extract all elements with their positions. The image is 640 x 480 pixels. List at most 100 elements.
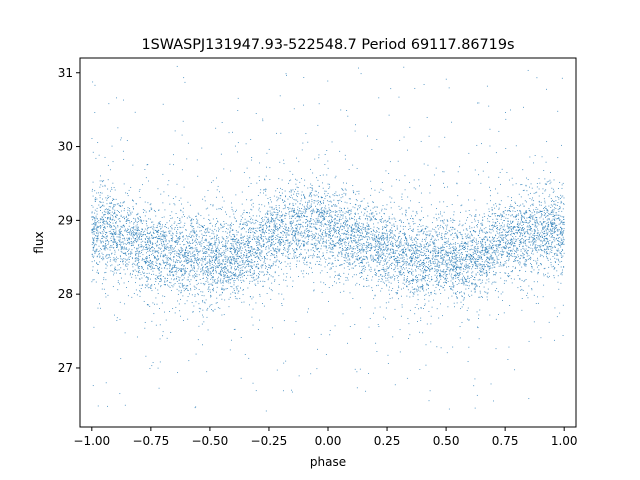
- scatter-point: [391, 218, 393, 220]
- scatter-point: [245, 260, 247, 262]
- scatter-point: [144, 249, 146, 250]
- scatter-point: [293, 212, 295, 213]
- scatter-point: [234, 280, 236, 281]
- scatter-point: [318, 103, 320, 105]
- scatter-point: [184, 270, 186, 272]
- scatter-point: [452, 289, 454, 291]
- scatter-point: [296, 216, 298, 218]
- scatter-point: [478, 240, 479, 242]
- scatter-point: [490, 247, 492, 249]
- scatter-point: [311, 233, 313, 235]
- scatter-point: [455, 292, 457, 294]
- scatter-point: [267, 212, 268, 214]
- scatter-point: [159, 244, 161, 246]
- scatter-point: [442, 262, 444, 264]
- scatter-point: [101, 241, 103, 243]
- scatter-point: [118, 269, 120, 271]
- scatter-point: [92, 243, 94, 245]
- scatter-point: [181, 231, 183, 233]
- scatter-point: [101, 288, 103, 290]
- scatter-point: [232, 243, 234, 245]
- scatter-point: [292, 232, 293, 234]
- scatter-point: [549, 213, 551, 215]
- scatter-point: [183, 320, 184, 321]
- scatter-point: [496, 255, 498, 257]
- scatter-point: [347, 207, 349, 209]
- scatter-point: [530, 218, 532, 220]
- scatter-point: [303, 243, 305, 245]
- scatter-point: [389, 222, 391, 224]
- scatter-point: [112, 216, 114, 218]
- scatter-point: [354, 248, 356, 250]
- scatter-point: [91, 190, 93, 192]
- scatter-point: [533, 211, 535, 213]
- scatter-point: [477, 263, 479, 265]
- scatter-point: [195, 301, 197, 303]
- scatter-point: [379, 262, 381, 264]
- scatter-point: [191, 235, 193, 237]
- scatter-point: [464, 269, 466, 271]
- scatter-point: [432, 261, 434, 263]
- scatter-point: [454, 255, 456, 257]
- scatter-point: [488, 208, 490, 210]
- scatter-point: [486, 258, 487, 260]
- scatter-point: [508, 230, 509, 232]
- scatter-point: [126, 219, 128, 221]
- scatter-point: [277, 230, 279, 232]
- scatter-point: [496, 238, 498, 239]
- scatter-point: [223, 288, 225, 290]
- scatter-point: [112, 243, 114, 245]
- scatter-point: [218, 239, 220, 241]
- scatter-point: [225, 249, 227, 250]
- scatter-point: [414, 258, 416, 260]
- scatter-point: [412, 231, 414, 232]
- scatter-point: [310, 226, 311, 228]
- scatter-point: [457, 290, 458, 292]
- scatter-point: [260, 253, 262, 255]
- scatter-point: [493, 259, 495, 261]
- scatter-point: [146, 284, 148, 286]
- scatter-point: [191, 247, 193, 248]
- scatter-point: [436, 270, 438, 272]
- scatter-point: [478, 257, 480, 259]
- scatter-point: [113, 239, 115, 241]
- scatter-point: [560, 266, 562, 268]
- scatter-point: [452, 267, 454, 269]
- scatter-point: [91, 261, 93, 263]
- scatter-point: [553, 253, 555, 255]
- scatter-point: [523, 239, 525, 241]
- scatter-point: [274, 227, 276, 229]
- scatter-point: [378, 97, 380, 99]
- scatter-point: [508, 214, 510, 216]
- scatter-point: [435, 246, 437, 248]
- scatter-point: [180, 210, 182, 212]
- scatter-point: [297, 232, 299, 234]
- scatter-point: [289, 170, 291, 172]
- scatter-point: [124, 247, 126, 249]
- scatter-point: [499, 225, 501, 227]
- scatter-point: [265, 410, 267, 412]
- scatter-point: [413, 187, 415, 189]
- scatter-point: [120, 210, 122, 212]
- scatter-point: [491, 283, 493, 285]
- scatter-point: [169, 273, 171, 275]
- scatter-point: [259, 271, 261, 273]
- scatter-point: [419, 231, 421, 233]
- scatter-point: [491, 258, 493, 260]
- scatter-point: [217, 221, 219, 223]
- scatter-point: [343, 267, 345, 269]
- scatter-point: [523, 216, 525, 218]
- scatter-point: [490, 216, 492, 217]
- scatter-point: [543, 256, 544, 258]
- scatter-point: [382, 190, 384, 192]
- scatter-point: [119, 240, 121, 242]
- scatter-point: [436, 278, 438, 280]
- scatter-point: [471, 258, 473, 260]
- scatter-point: [381, 287, 383, 289]
- scatter-point: [292, 204, 294, 206]
- scatter-point: [236, 241, 238, 243]
- scatter-point: [368, 226, 370, 228]
- scatter-point: [310, 249, 312, 251]
- scatter-point: [543, 226, 544, 228]
- scatter-point: [330, 210, 332, 211]
